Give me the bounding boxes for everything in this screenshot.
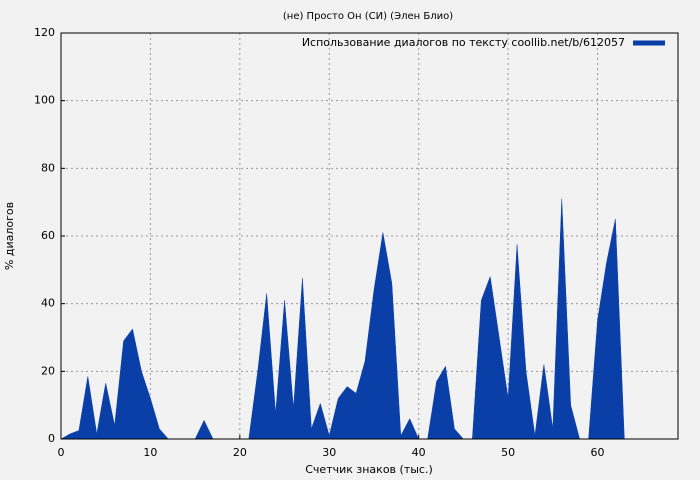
plot-frame — [60, 32, 679, 440]
y-tick-label: 120 — [34, 26, 55, 39]
x-tick-label: 20 — [233, 446, 247, 459]
y-tick-label: 0 — [48, 432, 55, 445]
y-tick-label: 20 — [41, 364, 55, 377]
y-tick-label: 80 — [41, 161, 55, 174]
x-axis-label: Счетчик знаков (тыс.) — [305, 463, 433, 476]
area — [60, 198, 625, 440]
y-tick-label: 60 — [41, 229, 55, 242]
x-tick-label: 60 — [591, 446, 605, 459]
chart-title: (не) Просто Он (СИ) (Элен Блио) — [283, 11, 453, 22]
x-tick-label: 40 — [412, 446, 426, 459]
x-tick-label: 10 — [143, 446, 157, 459]
x-tick-label: 50 — [501, 446, 515, 459]
x-tick-label: 0 — [58, 446, 65, 459]
y-tick-label: 100 — [34, 94, 55, 107]
legend-label: Использование диалогов по тексту coollib… — [302, 36, 625, 49]
y-tick-label: 40 — [41, 297, 55, 310]
y-axis-label: % диалогов — [3, 202, 16, 270]
x-tick-label: 30 — [322, 446, 336, 459]
